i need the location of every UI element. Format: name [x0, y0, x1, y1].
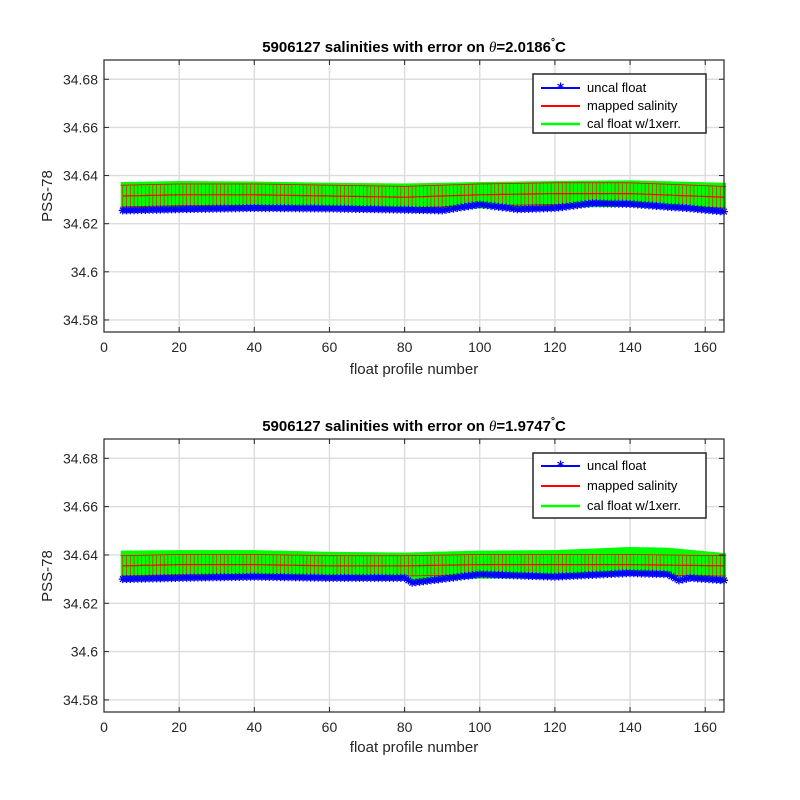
legend-mapped-label: mapped salinity — [587, 478, 678, 493]
y-tick-label: 34.6 — [71, 264, 98, 280]
uncal-float-marker — [404, 576, 413, 585]
data-layer — [118, 546, 728, 587]
x-tick-label: 0 — [100, 719, 108, 735]
axes-box — [103, 438, 725, 713]
x-axis-label: float profile number — [350, 739, 478, 756]
x-tick-label: 60 — [322, 339, 338, 355]
tick-layer: 0 20 40 60 80 100 120 140 160 34.58 34.6 34.62 34.64… — [63, 439, 724, 735]
uncal-float-marker — [674, 576, 683, 585]
legend: * uncal float mapped salinity cal float … — [532, 452, 707, 519]
x-tick-label: 120 — [543, 339, 567, 355]
legend-cal-label: cal float w/1xerr. — [587, 498, 681, 513]
x-tick-label: 20 — [171, 339, 187, 355]
y-tick-label: 34.66 — [63, 499, 98, 515]
legend-uncal-marker: * — [557, 81, 565, 97]
legend: * uncal float mapped salinity cal float … — [532, 73, 707, 134]
x-tick-label: 60 — [322, 719, 338, 735]
uncal-float-marker — [667, 572, 676, 581]
chart-title: 5906127 salinities with error on θ=1.974… — [262, 416, 566, 435]
x-tick-label: 80 — [397, 719, 413, 735]
x-tick-label: 40 — [247, 339, 263, 355]
y-axis-label: PSS-78 — [39, 550, 56, 602]
uncal-float-marker — [663, 570, 672, 579]
uncal-float-marker — [671, 574, 680, 583]
y-tick-label: 34.6 — [71, 644, 98, 660]
y-tick-label: 34.62 — [63, 216, 98, 232]
x-tick-label: 100 — [468, 339, 492, 355]
y-tick-label: 34.64 — [63, 547, 98, 563]
legend-uncal-marker: * — [557, 459, 565, 475]
mapped-salinity-line — [122, 563, 724, 567]
legend-uncal-label: uncal float — [587, 80, 647, 95]
uncal-float-marker — [400, 573, 409, 582]
legend-mapped-label: mapped salinity — [587, 98, 678, 113]
x-tick-label: 120 — [543, 719, 567, 735]
chart-top: 0 20 40 60 80 100 120 140 160 34.58 34.6 34.62 34.64… — [39, 37, 728, 378]
mapped-salinity-line — [122, 193, 725, 198]
axes-box — [103, 59, 725, 333]
x-tick-label: 80 — [397, 339, 413, 355]
x-axis-label: float profile number — [350, 361, 478, 378]
x-tick-label: 20 — [171, 719, 187, 735]
x-tick-label: 140 — [618, 339, 642, 355]
y-axis-label: PSS-78 — [39, 170, 56, 222]
y-tick-label: 34.58 — [63, 312, 98, 328]
chart-title: 5906127 salinities with error on θ=2.018… — [262, 37, 566, 56]
y-tick-label: 34.58 — [63, 692, 98, 708]
y-tick-label: 34.64 — [63, 168, 98, 184]
uncal-float-marker — [678, 575, 687, 584]
data-layer — [118, 180, 728, 216]
x-tick-label: 100 — [468, 719, 492, 735]
x-tick-label: 160 — [694, 339, 718, 355]
y-tick-label: 34.66 — [63, 119, 98, 135]
x-tick-label: 0 — [100, 339, 108, 355]
x-tick-label: 40 — [247, 719, 263, 735]
y-tick-label: 34.68 — [63, 71, 98, 87]
x-tick-label: 160 — [694, 719, 718, 735]
legend-uncal-label: uncal float — [587, 458, 647, 473]
legend-cal-label: cal float w/1xerr. — [587, 116, 681, 131]
uncal-float-marker — [682, 574, 691, 583]
chart-bottom: 0 20 40 60 80 100 120 140 160 34.58 34.6 34.62 34.64… — [39, 416, 728, 756]
x-tick-label: 140 — [618, 719, 642, 735]
tick-layer: 0 20 40 60 80 100 120 140 160 34.58 34.6 34.62 34.64… — [63, 60, 724, 355]
y-tick-label: 34.62 — [63, 595, 98, 611]
y-tick-label: 34.68 — [63, 450, 98, 466]
